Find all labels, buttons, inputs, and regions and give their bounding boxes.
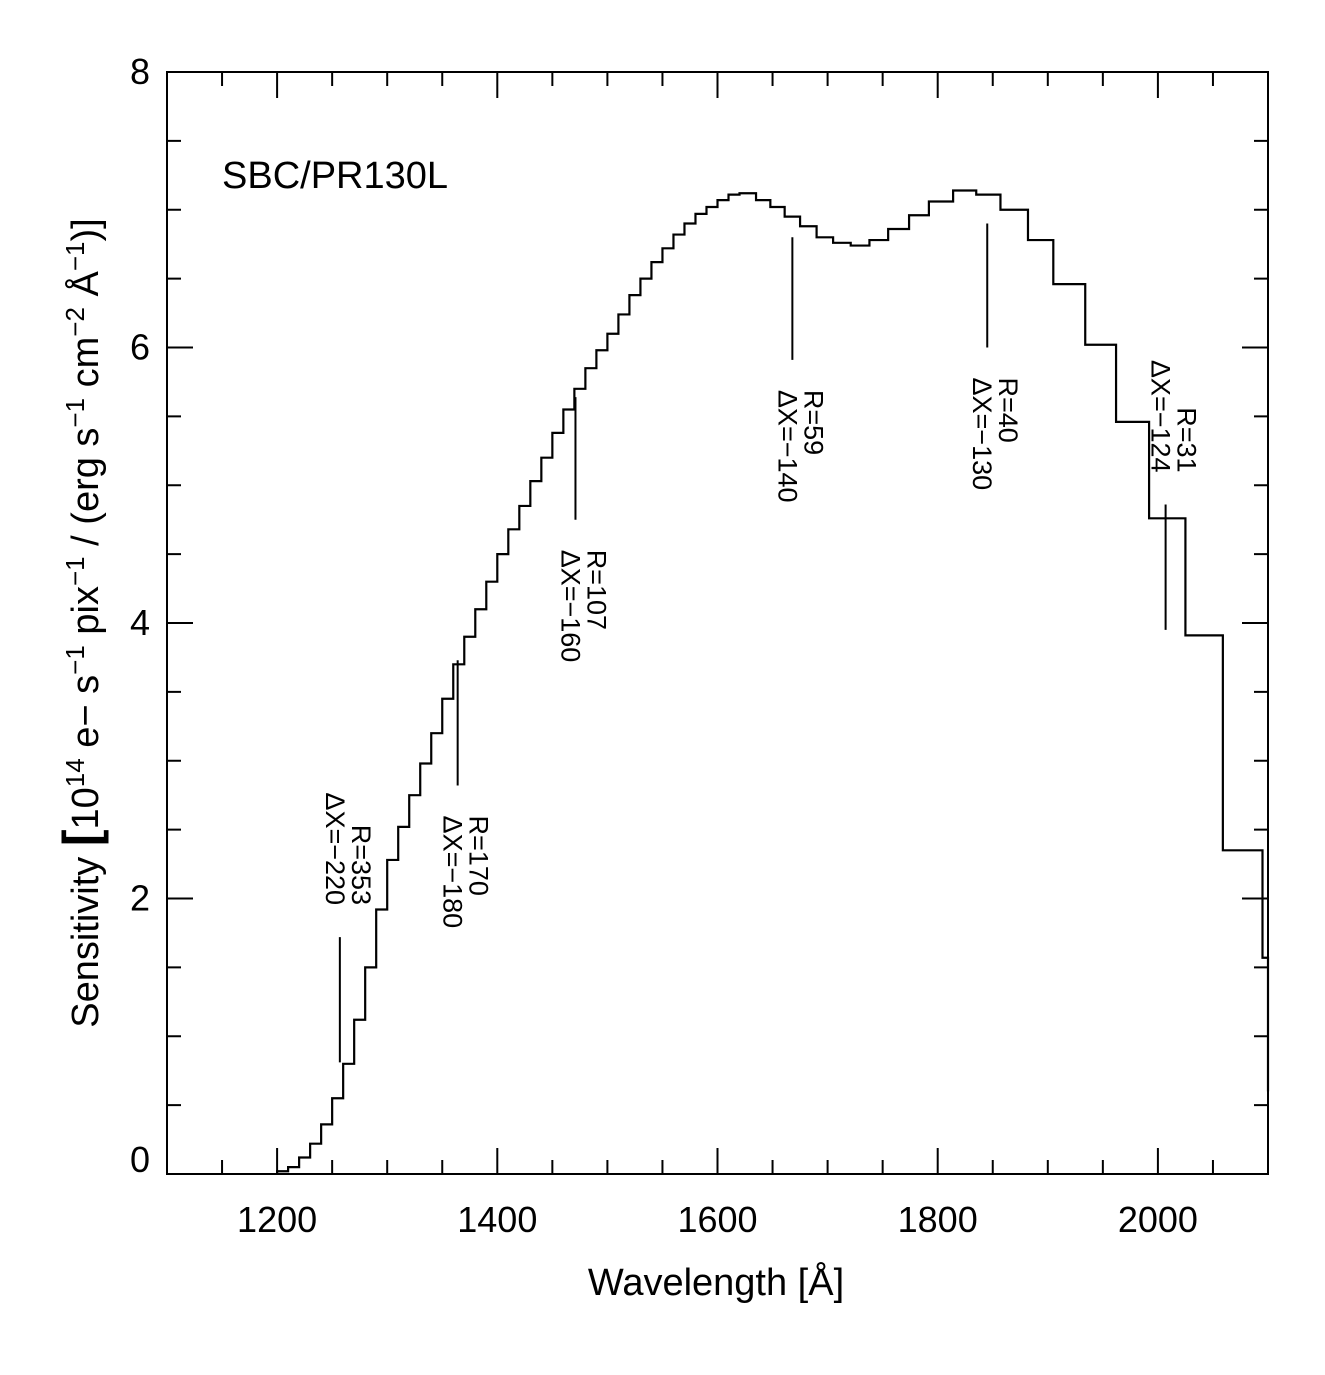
y-label-part: Sensitivity [65, 846, 107, 1028]
annotation-offset: ΔX=−180 [438, 816, 468, 929]
tick-labels: 1200 1400 1600 1800 2000 0 2 4 6 8 [130, 51, 1198, 1240]
y-label-part: 10 [65, 787, 107, 829]
sensitivity-curve [276, 189, 1270, 1174]
annotation-resolution: R=170 [464, 816, 494, 896]
y-label-superscript: −1 [60, 645, 90, 675]
annotation-offset: ΔX=−140 [772, 390, 802, 503]
y-label-part: [ [53, 829, 109, 846]
y-label-superscript: 14 [60, 758, 90, 787]
annotation-offset: ΔX=−124 [1146, 360, 1176, 473]
x-tick-label: 2000 [1118, 1199, 1198, 1240]
y-axis-title: Sensitivity [1014 e− s−1 pix−1 / (erg s−… [53, 218, 109, 1028]
y-tick-label: 0 [130, 1139, 150, 1180]
annotation-resolution: R=40 [993, 378, 1023, 443]
annotation-resolution: R=353 [346, 825, 376, 905]
annotation-offset: ΔX=−130 [967, 378, 997, 491]
annotation-resolution: R=59 [798, 390, 828, 455]
y-label-superscript: −2 [60, 307, 90, 337]
y-tick-label: 2 [130, 878, 150, 919]
x-axis-title: Wavelength [Å] [588, 1260, 844, 1304]
x-tick-label: 1800 [898, 1199, 978, 1240]
y-label-part: Å [63, 270, 107, 307]
y-label-part: e− s [65, 675, 107, 758]
x-tick-label: 1600 [677, 1199, 757, 1240]
y-label-superscript: −1 [60, 398, 90, 428]
y-label-part: pix [65, 586, 107, 645]
y-tick-label: 6 [130, 327, 150, 368]
x-tick-label: 1200 [237, 1199, 317, 1240]
annotation-offset: ΔX=−220 [320, 792, 350, 905]
y-label-superscript: −1 [60, 241, 90, 271]
annotation-resolution: R=31 [1172, 407, 1202, 472]
chart-title: SBC/PR130L [222, 155, 448, 197]
y-label-superscript: −1 [60, 556, 90, 586]
x-tick-label: 1400 [457, 1199, 537, 1240]
y-tick-label: 8 [130, 51, 150, 92]
annotation-offset: ΔX=−160 [555, 550, 585, 663]
plot-frame [166, 71, 1269, 1175]
y-tick-label: 4 [130, 602, 150, 643]
y-label-part: )] [65, 218, 107, 241]
y-label-part: / (erg s [65, 428, 107, 557]
y-label-part: cm [65, 337, 107, 398]
axis-ticks [167, 72, 1268, 1174]
annotation-resolution: R=107 [581, 550, 611, 630]
